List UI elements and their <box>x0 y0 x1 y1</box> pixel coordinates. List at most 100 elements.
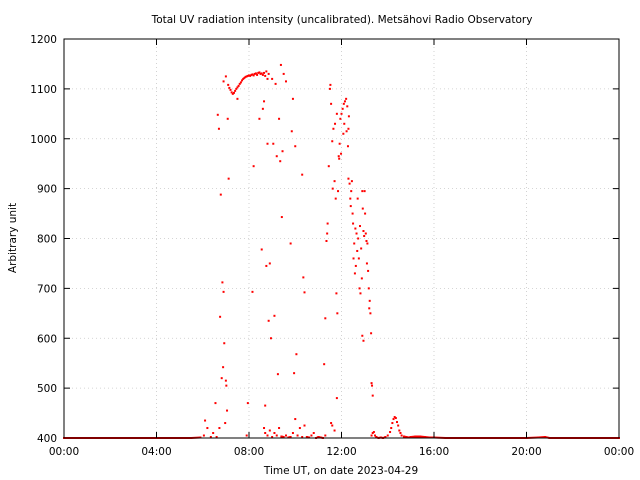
data-point <box>265 264 268 267</box>
data-point <box>273 432 276 435</box>
data-point <box>347 127 350 130</box>
data-point <box>296 434 299 437</box>
data-point <box>359 225 361 228</box>
data-point <box>226 117 229 120</box>
data-point <box>359 292 362 295</box>
data-point <box>392 418 395 421</box>
data-point <box>232 91 235 94</box>
data-point <box>367 269 370 272</box>
data-point <box>260 248 263 251</box>
data-point <box>242 77 245 80</box>
data-point <box>271 77 274 80</box>
data-point <box>293 372 296 375</box>
data-point <box>224 422 227 425</box>
data-point <box>394 417 397 420</box>
x-tick-label: 08:00 <box>234 446 264 458</box>
data-point <box>399 432 402 435</box>
data-point <box>223 342 226 345</box>
data-point <box>267 319 270 322</box>
data-point <box>390 427 393 430</box>
data-point <box>356 249 359 252</box>
data-point <box>362 339 365 342</box>
data-point <box>250 73 253 76</box>
data-point <box>275 155 278 158</box>
data-point <box>340 152 343 155</box>
x-tick-label: 00:00 <box>604 446 634 458</box>
data-point <box>349 205 352 208</box>
data-point <box>351 212 354 215</box>
data-point <box>326 232 329 235</box>
data-point <box>259 72 262 75</box>
data-point <box>353 242 356 245</box>
data-point <box>273 314 276 317</box>
x-tick-label: 04:00 <box>141 446 171 458</box>
data-point <box>368 299 371 302</box>
data-point <box>398 429 401 432</box>
data-point <box>355 232 358 235</box>
y-tick-label: 700 <box>37 283 57 295</box>
data-point <box>291 432 294 435</box>
data-point <box>334 122 337 125</box>
data-point <box>301 173 304 176</box>
data-point <box>342 102 345 105</box>
y-tick-label: 1000 <box>30 134 57 146</box>
data-point <box>335 112 338 115</box>
data-point <box>365 262 368 265</box>
data-point <box>370 332 373 335</box>
data-point <box>276 373 279 376</box>
data-point <box>366 242 369 245</box>
data-point <box>256 73 259 76</box>
data-point <box>294 418 297 421</box>
data-point <box>389 431 392 434</box>
data-point <box>252 165 255 168</box>
data-point <box>391 422 394 425</box>
data-point <box>234 89 237 92</box>
data-point <box>337 155 340 158</box>
data-point <box>218 427 221 430</box>
data-point <box>278 117 281 120</box>
data-point <box>324 317 327 320</box>
data-point <box>251 290 254 293</box>
data-point <box>230 91 233 94</box>
y-tick-label: 900 <box>37 184 57 196</box>
plot-frame <box>63 38 620 439</box>
data-point <box>217 127 220 130</box>
data-point <box>229 88 232 91</box>
data-point <box>330 102 333 105</box>
data-point <box>244 75 247 78</box>
data-point <box>370 382 373 385</box>
data-point <box>220 377 223 380</box>
data-point <box>246 74 249 77</box>
data-point <box>214 402 217 405</box>
data-point <box>246 402 249 405</box>
data-point <box>336 312 339 315</box>
data-point <box>370 434 373 437</box>
data-point <box>331 140 334 143</box>
data-point <box>346 145 349 148</box>
data-point <box>226 409 229 412</box>
data-point <box>324 434 327 437</box>
data-point <box>345 130 348 133</box>
data-point <box>216 113 219 116</box>
y-tick-label: 400 <box>37 433 57 445</box>
data-point <box>400 434 403 437</box>
data-point <box>361 190 364 193</box>
data-point <box>245 75 248 78</box>
data-point <box>335 292 338 295</box>
data-point <box>346 105 349 108</box>
data-point <box>348 182 351 185</box>
x-axis-label: Time UT, on date 2023-04-29 <box>263 465 418 477</box>
data-point <box>268 262 271 265</box>
data-point <box>227 177 230 180</box>
data-point <box>374 434 377 437</box>
data-point <box>263 100 266 103</box>
data-point <box>350 180 353 183</box>
data-point <box>302 276 305 279</box>
data-point <box>295 353 298 356</box>
data-point <box>215 436 218 439</box>
data-point <box>326 222 329 225</box>
data-point <box>343 100 346 103</box>
data-point <box>342 132 345 135</box>
data-point <box>354 227 357 230</box>
